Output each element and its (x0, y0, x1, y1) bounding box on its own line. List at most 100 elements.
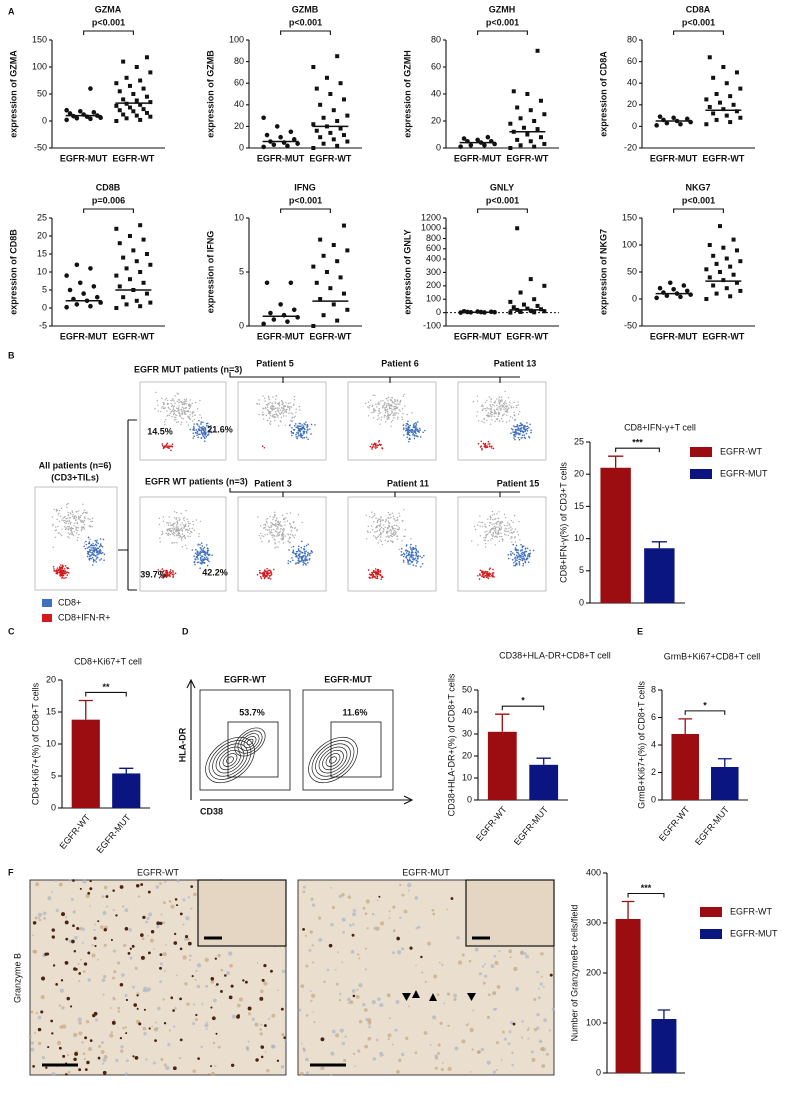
cell-dot (390, 399, 392, 401)
tissue-dot (264, 1051, 267, 1053)
panel-label: C (8, 626, 15, 636)
tissue-dot (190, 907, 193, 910)
cell-dot (166, 399, 169, 402)
stain-dot (97, 1056, 101, 1060)
data-point (664, 120, 670, 126)
cell-dot (84, 517, 86, 520)
tissue-dot (392, 1043, 394, 1046)
cell-dot (497, 520, 500, 523)
cell-dot (278, 405, 281, 407)
cell-dot (504, 530, 506, 532)
cell-dot (175, 526, 178, 528)
cell-dot (378, 441, 380, 443)
tissue-dot (520, 950, 524, 955)
y-tick-label: 20 (462, 750, 472, 760)
cell-dot (57, 569, 59, 571)
inset (197, 879, 287, 947)
cell-dot (58, 520, 61, 523)
data-point (532, 310, 537, 315)
cell-dot (159, 570, 162, 573)
cell-dot (412, 432, 415, 435)
data-point (728, 94, 733, 99)
cell-dot (484, 401, 487, 404)
cell-dot (204, 554, 207, 557)
y-tick-label: 80 (234, 56, 244, 66)
cell-dot (82, 512, 84, 515)
cell-dot (201, 550, 204, 553)
cell-dot (376, 530, 379, 532)
stain-dot (50, 1019, 54, 1023)
tissue-dot (87, 978, 91, 982)
significance-bracket (85, 691, 127, 697)
data-point (77, 280, 83, 286)
cell-dot (391, 412, 393, 415)
cell-dot (193, 529, 195, 531)
cell-dot (277, 546, 279, 548)
data-point (88, 116, 93, 122)
cell-dot (278, 407, 280, 409)
cell-dot (481, 521, 484, 524)
stain-dot (259, 996, 264, 1001)
cell-dot (194, 563, 196, 566)
data-point (711, 283, 716, 288)
cell-dot (490, 533, 493, 536)
stain-dot (131, 944, 135, 948)
y-tick-label: 600 (426, 243, 441, 253)
cell-dot (387, 526, 389, 529)
cell-dot (493, 530, 496, 532)
cell-dot (202, 421, 204, 424)
cell-dot (268, 413, 271, 415)
cell-dot (400, 547, 403, 550)
tissue-dot (386, 993, 391, 998)
cell-dot (481, 404, 484, 406)
data-point (518, 309, 523, 314)
cell-dot (81, 527, 83, 529)
cell-dot (398, 515, 401, 517)
cell-dot (280, 416, 283, 419)
data-point (335, 54, 340, 59)
cell-dot (510, 405, 512, 408)
cell-dot (93, 544, 96, 547)
cell-dot (379, 411, 381, 414)
tissue-dot (358, 983, 363, 988)
cell-dot (379, 525, 381, 527)
cell-dot (391, 419, 394, 422)
cell-dot (379, 569, 382, 572)
cell-dot (415, 548, 418, 551)
cell-dot (84, 547, 87, 550)
cell-dot (193, 555, 195, 557)
cell-dot (164, 423, 166, 426)
tissue-dot (182, 955, 187, 960)
cell-dot (492, 568, 494, 571)
tissue-dot (414, 1051, 418, 1055)
cell-dot (67, 511, 69, 514)
cell-dot (387, 414, 389, 417)
y-tick-label: -20 (624, 142, 637, 152)
cell-dot (375, 572, 377, 575)
cell-dot (61, 577, 63, 579)
cell-dot (473, 525, 476, 528)
tissue-dot (205, 984, 209, 988)
cell-dot (201, 428, 204, 431)
y-tick-label: -100 (423, 320, 441, 330)
cell-dot (157, 410, 160, 412)
cell-dot (283, 517, 285, 520)
patient-label: Patient 5 (256, 358, 294, 368)
cell-dot (53, 568, 55, 570)
cell-dot (184, 536, 186, 539)
cell-dot (182, 418, 184, 420)
y-tick-label: 8 (651, 684, 656, 694)
cell-dot (373, 521, 375, 523)
tissue-dot (338, 894, 342, 899)
cell-dot (62, 569, 65, 572)
error-bar (78, 699, 93, 720)
tissue-dot (397, 950, 402, 955)
cell-dot (192, 520, 194, 523)
cell-dot (172, 413, 175, 416)
cell-dot (380, 578, 382, 580)
data-point (268, 310, 273, 316)
cell-dot (490, 516, 492, 519)
data-point (288, 280, 294, 286)
cell-dot (194, 552, 197, 555)
cell-dot (70, 521, 72, 524)
